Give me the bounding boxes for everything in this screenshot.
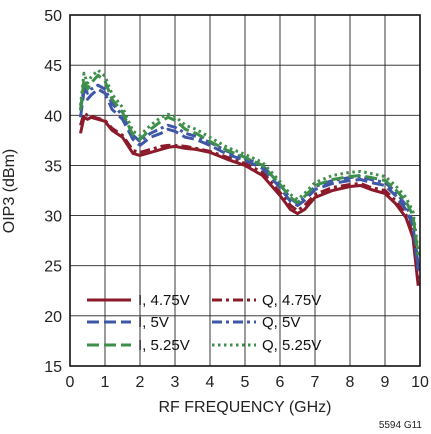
y-tick-label-7: 50 (44, 8, 62, 25)
y-axis-label: OIP3 (dBm) (1, 149, 18, 233)
series-line-2 (79, 87, 420, 271)
legend-label-3: Q, 5V (262, 314, 300, 331)
x-tick-label-6: 6 (276, 374, 285, 391)
series-line-5 (79, 68, 420, 251)
series-line-0 (79, 115, 420, 286)
x-tick-label-4: 4 (206, 374, 215, 391)
legend-label-2: I, 5V (138, 314, 169, 331)
x-tick-label-8: 8 (346, 374, 355, 391)
y-tick-label-6: 45 (44, 58, 62, 75)
x-tick-label-5: 5 (241, 374, 250, 391)
plot-border (69, 14, 421, 367)
y-tick-label-4: 35 (44, 158, 62, 175)
legend: I, 4.75V Q, 4.75V I, 5V Q, 5V I, 5.25V Q, 5.2… (87, 292, 321, 354)
x-tick-label-1: 1 (101, 374, 110, 391)
y-tick-label-2: 25 (44, 259, 62, 276)
plot-frame (69, 14, 421, 367)
series-line-4 (79, 73, 420, 256)
y-tick-label-5: 40 (44, 108, 62, 125)
legend-label-4: I, 5.25V (138, 337, 190, 354)
legend-label-0: I, 4.75V (138, 292, 190, 309)
series-line-1 (79, 111, 420, 281)
legend-label-5: Q, 5.25V (262, 337, 321, 354)
series-lines (79, 68, 420, 286)
x-tick-label-2: 2 (136, 374, 145, 391)
legend-label-1: Q, 4.75V (262, 292, 321, 309)
x-tick-label-0: 0 (66, 374, 75, 391)
x-tick-label-3: 3 (171, 374, 180, 391)
y-tick-label-0: 15 (44, 359, 62, 376)
x-tick-label-7: 7 (311, 374, 320, 391)
x-tick-label-9: 9 (381, 374, 390, 391)
y-tick-label-1: 20 (44, 309, 62, 326)
x-axis-label: RF FREQUENCY (GHz) (158, 399, 331, 416)
x-tick-label-10: 10 (411, 374, 429, 391)
figure-id: 5594 G11 (379, 420, 423, 431)
y-tick-label-3: 30 (44, 209, 62, 226)
grid (69, 14, 421, 367)
